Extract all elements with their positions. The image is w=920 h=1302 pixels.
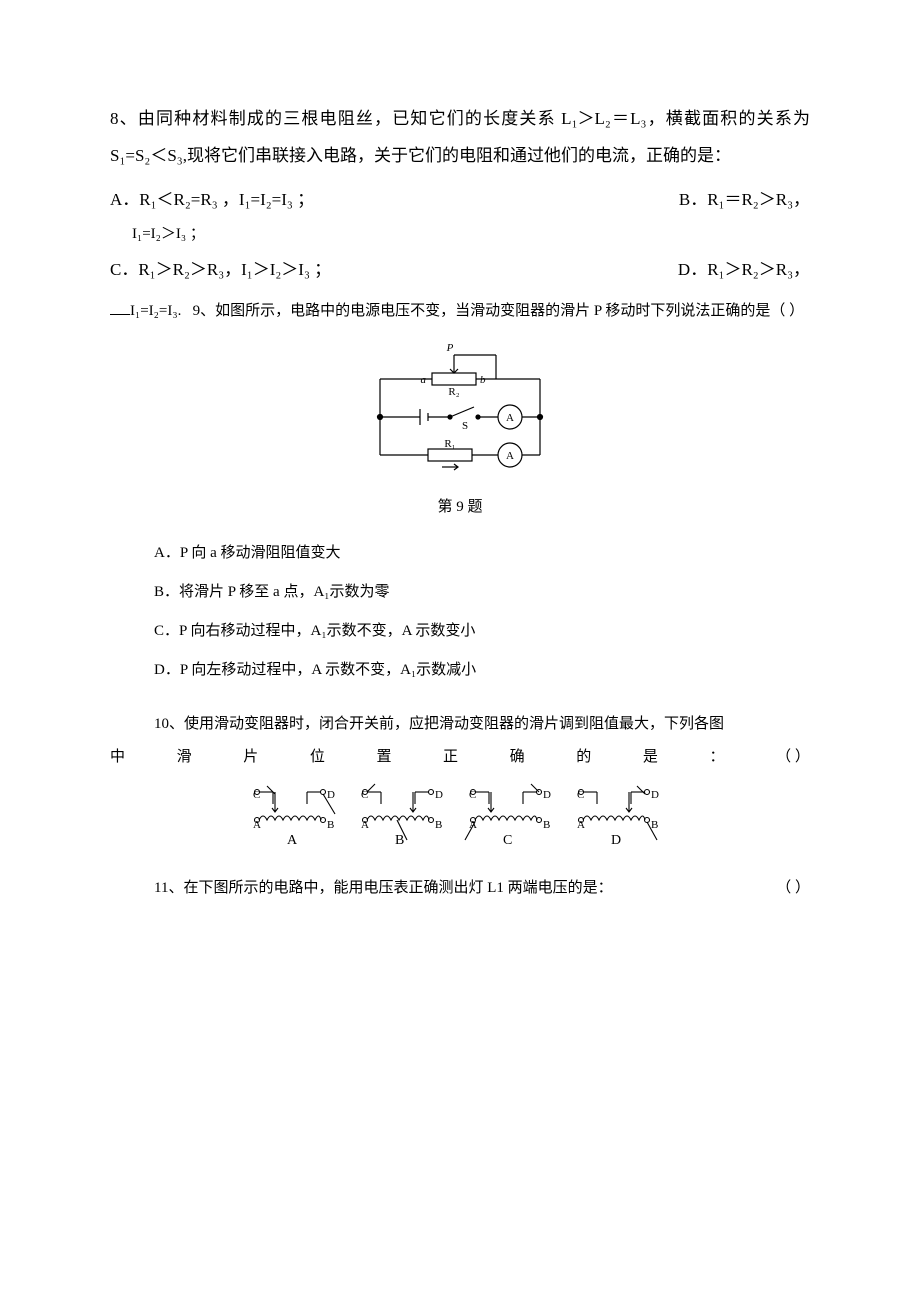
svg-text:C: C xyxy=(469,789,476,801)
q9-lead-text: 9、如图所示，电路中的电源电压不变，当滑动变阻器的滑片 P 移动时下列说法正确的… xyxy=(193,303,805,319)
q10-rheostat-diagram: C D A B A C D A xyxy=(245,778,675,852)
question-8: 8、由同种材料制成的三根电阻丝，已知它们的长度关系 L₁＞L₂＝L₃，横截面积的… xyxy=(110,100,810,325)
q9-option-d: D．P 向左移动过程中，A 示数不变，A₁示数减小 xyxy=(154,651,810,690)
svg-text:B: B xyxy=(327,819,334,831)
svg-text:D: D xyxy=(543,789,551,801)
svg-text:D: D xyxy=(435,789,443,801)
svg-text:A: A xyxy=(253,819,261,831)
svg-text:B: B xyxy=(395,833,404,848)
label-b: b xyxy=(480,374,486,386)
svg-text:A: A xyxy=(577,819,585,831)
svg-text:C: C xyxy=(361,789,368,801)
q8-row-1: A．R₁＜R₂=R₃ ，I₁=I₂=I₃ ； B．R₁＝R₂＞R₃， xyxy=(110,181,810,218)
rheostat-D: C D A B D xyxy=(577,786,659,848)
svg-text:C: C xyxy=(503,833,512,848)
q11-stem: 11、在下图所示的电路中，能用电压表正确测出灯 L1 两端电压的是： xyxy=(110,872,613,905)
q10-figure: C D A B A C D A xyxy=(110,778,810,852)
svg-text:C: C xyxy=(253,789,260,801)
q8-d-cont-and-q9-lead: I₁=I₂=I₃. 9、如图所示，电路中的电源电压不变，当滑动变阻器的滑片 P … xyxy=(110,297,810,326)
svg-text:D: D xyxy=(327,789,335,801)
q11-paren: （ ） xyxy=(776,872,810,905)
q8-option-b: B．R₁＝R₂＞R₃， xyxy=(679,181,810,218)
q8-option-c: C．R₁＞R₂＞R₃，I₁＞I₂＞I₃ ； xyxy=(110,251,331,288)
svg-text:B: B xyxy=(435,819,442,831)
q8-option-b-cont: I₁=I₂＞I₃ ； xyxy=(110,218,810,251)
q8-option-d-cont: I₁=I₂=I₃. xyxy=(130,303,181,319)
q10-stem-line1: 10、使用滑动变阻器时，闭合开关前，应把滑动变阻器的滑片调到阻值最大，下列各图 xyxy=(110,708,810,741)
label-R1: R₁ xyxy=(444,438,455,450)
q9-options: A．P 向 a 移动滑阻阻值变大 B．将滑片 P 移至 a 点，A₁示数为零 C… xyxy=(110,534,810,690)
question-11: 11、在下图所示的电路中，能用电压表正确测出灯 L1 两端电压的是： （ ） xyxy=(110,872,810,905)
rheostat-A: C D A B A xyxy=(253,786,335,848)
label-A-top: A xyxy=(506,412,514,424)
label-a: a xyxy=(421,374,427,386)
q8-row-2: C．R₁＞R₂＞R₃，I₁＞I₂＞I₃ ； D．R₁＞R₂＞R₃， xyxy=(110,251,810,288)
q10-stem-line2: 中 滑 片 位 置 正 确 的 是 ： （ ） xyxy=(110,741,810,774)
svg-text:B: B xyxy=(651,819,658,831)
q9-figure: P a b R₂ S A R₁ A 第 9 题 xyxy=(110,337,810,524)
underline-blank xyxy=(110,303,130,315)
label-S: S xyxy=(462,420,468,432)
q9-option-a: A．P 向 a 移动滑阻阻值变大 xyxy=(154,534,810,573)
svg-text:B: B xyxy=(543,819,550,831)
q9-circuit-diagram: P a b R₂ S A R₁ A xyxy=(350,337,570,487)
q9-option-c: C．P 向右移动过程中，A₁示数不变，A 示数变小 xyxy=(154,612,810,651)
q9-figure-caption: 第 9 题 xyxy=(110,491,810,524)
rheostat-C: C D A B C xyxy=(465,784,551,848)
svg-text:A: A xyxy=(469,819,477,831)
q8-stem: 8、由同种材料制成的三根电阻丝，已知它们的长度关系 L₁＞L₂＝L₃，横截面积的… xyxy=(110,100,810,175)
svg-text:D: D xyxy=(611,833,621,848)
label-A-bottom: A xyxy=(506,450,514,462)
q8-option-d: D．R₁＞R₂＞R₃， xyxy=(678,251,810,288)
q9-option-b: B．将滑片 P 移至 a 点，A₁示数为零 xyxy=(154,573,810,612)
q8-options: A．R₁＜R₂=R₃ ，I₁=I₂=I₃ ； B．R₁＝R₂＞R₃， I₁=I₂… xyxy=(110,181,810,325)
rheostat-B: C D A B B xyxy=(361,784,443,848)
svg-text:C: C xyxy=(577,789,584,801)
label-R2: R₂ xyxy=(448,386,459,398)
q8-option-a: A．R₁＜R₂=R₃ ，I₁=I₂=I₃ ； xyxy=(110,181,314,218)
svg-text:A: A xyxy=(361,819,369,831)
question-10: 10、使用滑动变阻器时，闭合开关前，应把滑动变阻器的滑片调到阻值最大，下列各图 … xyxy=(110,708,810,852)
q10-paren: （ ） xyxy=(776,741,810,774)
label-P: P xyxy=(446,342,454,354)
svg-text:D: D xyxy=(651,789,659,801)
svg-text:A: A xyxy=(287,833,298,848)
